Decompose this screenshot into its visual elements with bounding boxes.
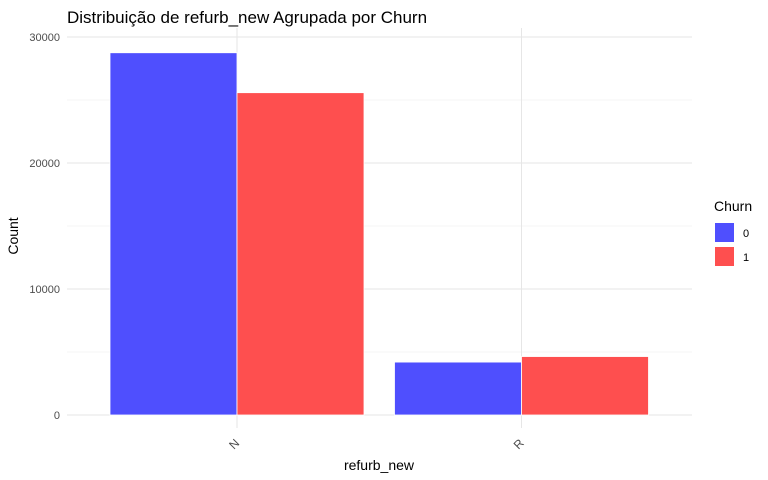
legend-label-1: 1: [743, 252, 749, 264]
chart-title: Distribuição de refurb_new Agrupada por …: [67, 8, 427, 27]
bar-N-churn-0: [109, 52, 238, 416]
bars: [109, 52, 649, 416]
legend-swatch-1: [715, 247, 734, 266]
y-tick-label: 0: [54, 410, 60, 422]
y-axis-label: Count: [5, 217, 21, 254]
legend-swatch-0: [715, 223, 734, 242]
x-axis-label: refurb_new: [344, 457, 415, 473]
bar-R-churn-0: [394, 361, 522, 416]
y-tick-label: 20000: [29, 158, 60, 170]
x-tick-label: N: [226, 436, 242, 452]
x-tick-label: R: [511, 436, 527, 452]
legend-title: Churn: [714, 198, 752, 214]
y-axis-ticks: 0 10000 20000 30000: [29, 32, 60, 422]
bar-N-churn-1: [236, 92, 365, 416]
legend: Churn 0 1: [714, 198, 752, 266]
y-tick-label: 30000: [29, 32, 60, 44]
bar-R-churn-1: [521, 356, 649, 416]
legend-label-0: 0: [743, 228, 749, 240]
y-tick-label: 10000: [29, 284, 60, 296]
